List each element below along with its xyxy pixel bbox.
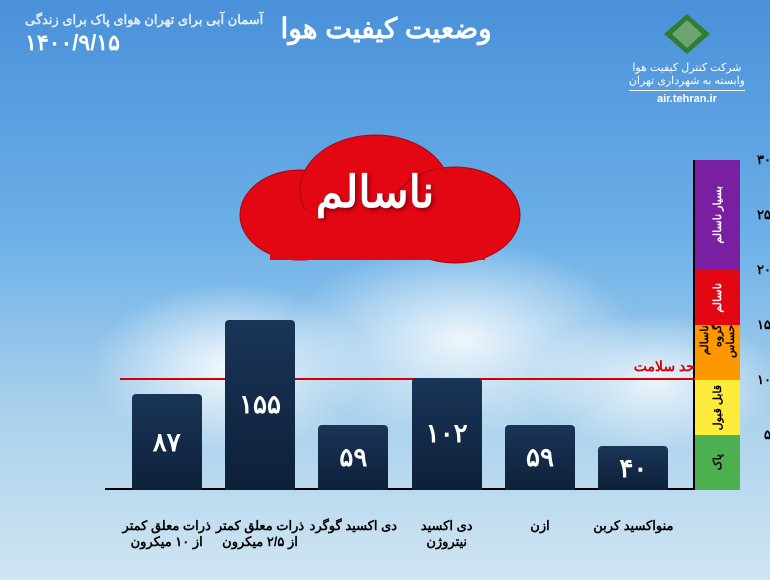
- org-name-2: وابسته به شهرداری تهران: [629, 74, 745, 87]
- bar-value: ۵۹: [526, 442, 554, 473]
- scale-segment-label: ناسالم: [711, 283, 724, 313]
- scale-segment: ناسالم گروه حساس: [695, 325, 740, 380]
- scale-segment: قابل قبول: [695, 380, 740, 435]
- scale-segment-label: بسیار ناسالم: [711, 186, 724, 244]
- bar: ۵۹: [505, 425, 575, 490]
- y-tick: ۱۰۰: [757, 372, 770, 388]
- bar-value: ۸۷: [153, 427, 181, 458]
- website: air.tehran.ir: [629, 90, 745, 105]
- scale-segment-label: پاک: [711, 454, 724, 470]
- bar-value: ۱۰۲: [426, 418, 468, 449]
- x-axis-label: ذرات معلق کمتر از ۲/۵ میکرون: [215, 518, 305, 550]
- date: ۱۴۰۰/۹/۱۵: [25, 30, 263, 56]
- bar: ۵۹: [318, 425, 388, 490]
- scale-segment: بسیار ناسالم: [695, 160, 740, 270]
- x-axis-label: دی اکسید نیتروژن: [402, 518, 492, 550]
- y-tick: ۲۵۰: [757, 207, 770, 223]
- y-tick: ۱۵۰: [757, 317, 770, 333]
- scale-segment-label: ناسالم گروه حساس: [698, 325, 737, 380]
- bar-value: ۱۵۵: [239, 389, 281, 420]
- x-axis-label: ازن: [495, 518, 585, 550]
- scale-segment-label: قابل قبول: [711, 385, 724, 430]
- bar: ۱۰۲: [412, 378, 482, 490]
- header: شرکت کنترل کیفیت هوا وابسته به شهرداری ت…: [25, 12, 745, 105]
- y-tick: ۵۰: [764, 427, 770, 443]
- bar: ۴۰: [598, 446, 668, 490]
- x-labels-container: منواکسید کربنازندی اکسید نیتروژندی اکسید…: [120, 518, 680, 550]
- scale-segment: ناسالم: [695, 270, 740, 325]
- x-axis-label: دی اکسید گوگرد: [308, 518, 398, 550]
- bar-value: ۵۹: [339, 442, 367, 473]
- bar: ۸۷: [132, 394, 202, 490]
- x-axis-label: ذرات معلق کمتر از ۱۰ میکرون: [122, 518, 212, 550]
- bar: ۱۵۵: [225, 320, 295, 491]
- org-logo-block: شرکت کنترل کیفیت هوا وابسته به شهرداری ت…: [629, 12, 745, 105]
- bars-container: ۴۰ ۵۹ ۱۰۲ ۵۹ ۱۵۵ ۸۷: [120, 160, 680, 490]
- date-block: آسمان آبی برای تهران هوای پاک برای زندگی…: [25, 12, 263, 56]
- org-name-1: شرکت کنترل کیفیت هوا: [629, 61, 745, 74]
- aqi-bar-chart: حد سلامت ۴۰۵۹۱۰۲۵۹۱۵۵۸۷ منواکسید کربنازن…: [120, 160, 680, 550]
- y-tick: ۲۰۰: [757, 262, 770, 278]
- y-tick: ۳۰۰: [757, 152, 770, 168]
- scale-segment: پاک: [695, 435, 740, 490]
- slogan: آسمان آبی برای تهران هوای پاک برای زندگی: [25, 12, 263, 28]
- bar-value: ۴۰: [619, 453, 647, 484]
- logo-icon: [662, 12, 712, 57]
- aqi-color-scale: پاک قابل قبول ناسالم گروه حساس ناسالم بسیار …: [685, 160, 740, 490]
- x-axis-label: منواکسید کربن: [588, 518, 678, 550]
- page-title: وضعیت کیفیت هوا: [280, 12, 491, 45]
